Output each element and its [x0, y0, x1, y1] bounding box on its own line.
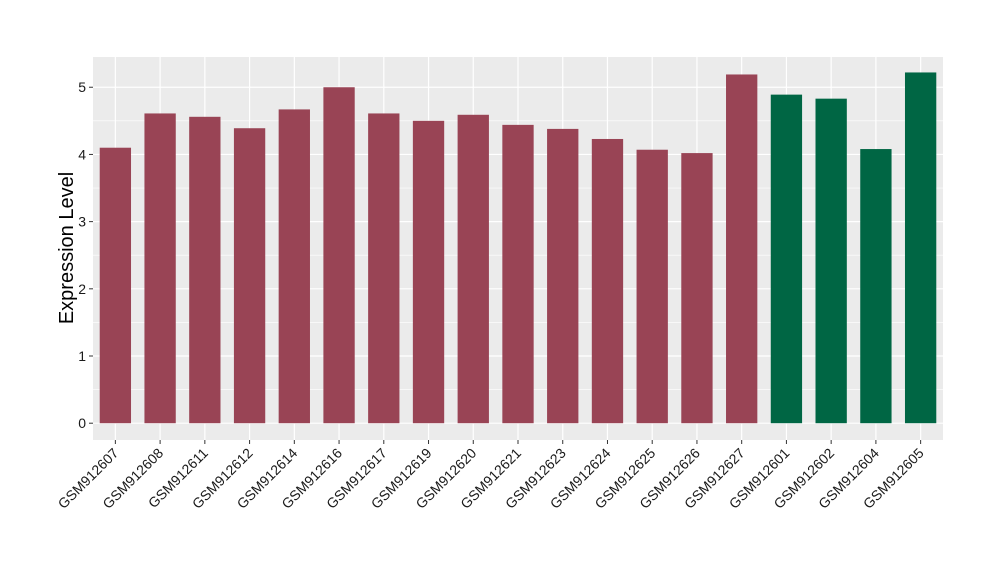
y-axis-title: Expression Level [56, 172, 78, 324]
bar-GSM912614 [278, 109, 310, 424]
bar-GSM912624 [591, 138, 624, 424]
bar-GSM912621 [502, 124, 534, 424]
bar-GSM912616 [323, 87, 355, 424]
bar-GSM912626 [681, 153, 713, 424]
y-tick-label: 1 [78, 348, 86, 364]
bar-GSM912625 [636, 149, 668, 424]
y-tick-label: 3 [78, 214, 86, 230]
bar-GSM912605 [904, 72, 937, 424]
bar-GSM912604 [860, 149, 892, 424]
bar-GSM912602 [815, 98, 847, 424]
bar-GSM912620 [457, 114, 489, 424]
y-tick-label: 4 [78, 146, 86, 162]
bar-GSM912611 [189, 116, 221, 424]
bar-GSM912619 [412, 120, 445, 424]
y-tick-label: 5 [78, 79, 86, 95]
y-tick-label: 0 [78, 415, 86, 431]
bar-GSM912607 [99, 147, 132, 424]
bar-GSM912608 [144, 113, 176, 424]
bar-GSM912627 [726, 74, 758, 424]
bar-GSM912601 [770, 94, 803, 424]
bar-GSM912617 [368, 113, 400, 424]
bar-GSM912623 [547, 128, 579, 424]
y-tick-label: 2 [78, 281, 86, 297]
bar-GSM912612 [233, 128, 266, 424]
